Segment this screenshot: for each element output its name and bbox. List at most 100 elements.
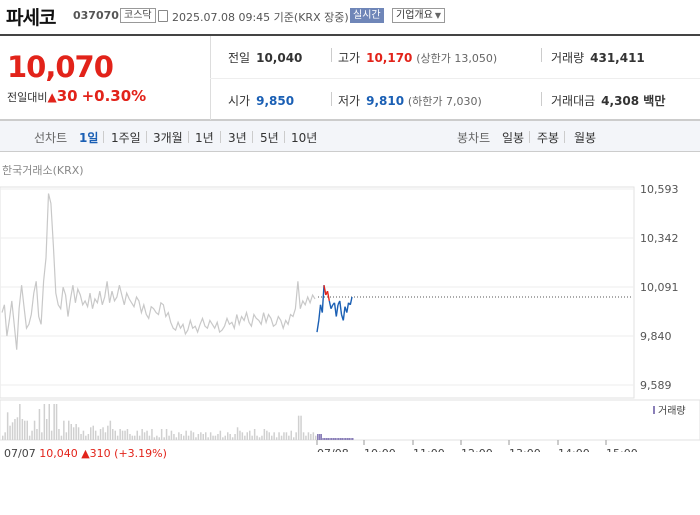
price-change: 전일대비▲30 +0.30% [7,87,146,105]
volume-bar [205,432,207,440]
volume-bar [124,430,126,440]
volume-bar [178,432,180,440]
volume-bar [153,437,156,440]
volume-bar [305,435,307,440]
line-chart-label: 선차트 [34,131,68,145]
divider [188,131,189,143]
volume-bar [107,425,109,440]
volume-bar [352,438,354,440]
volume-bar [251,435,253,440]
stat-low: 저가 9,810 (하한가 7,030) [338,92,482,109]
tab-3m[interactable]: 3개월 [153,131,183,145]
volume-bar [28,435,31,440]
stat-value: 431,411 [590,51,645,65]
volume-bar [90,427,92,440]
tab-10y[interactable]: 10년 [291,131,318,145]
volume-bar [246,432,248,440]
divider [541,48,542,62]
stat-value: 4,308 백만 [601,94,666,108]
divider [331,48,332,62]
divider [210,78,700,79]
volume-bar [285,432,288,440]
volume-bar [339,438,342,440]
volume-bar [33,420,36,440]
realtime-button[interactable]: 실시간 [350,8,384,23]
volume-bar [170,430,173,440]
volume-bar [31,430,33,440]
volume-bar [85,435,87,440]
tab-daily[interactable]: 일봉 [502,131,525,145]
stock-code: 037070 [73,9,119,22]
tab-weekly[interactable]: 주봉 [537,131,560,145]
divider [220,131,221,143]
volume-bar [104,432,107,440]
volume-bar [261,435,263,440]
volume-bar [318,434,321,440]
tab-1d[interactable]: 1일 [79,131,99,145]
volume-bar [197,434,200,440]
volume-bar [325,438,328,440]
price-segment [346,302,350,313]
volume-bar [302,432,305,440]
company-overview-button[interactable]: 기업개요 ▼ [392,8,445,23]
volume-bar [36,429,38,440]
volume-bar [207,437,209,440]
tab-monthly[interactable]: 월봉 [574,131,597,145]
x-tick-label: 10:00 [364,447,396,452]
stat-label: 고가 [338,51,361,65]
volume-bar [116,435,119,440]
volume-bar [256,435,258,440]
x-tick-label: 13:00 [509,447,541,452]
volume-bar [187,435,190,440]
volume-bar [146,430,148,440]
volume-bar [315,435,317,440]
y-tick-label: 9,840 [640,330,672,343]
price-segment [323,285,327,296]
volume-bar [14,419,16,440]
volume-bar [156,435,158,440]
divider [541,92,542,106]
volume-bar [16,417,19,440]
volume-bar [131,435,134,440]
tab-1y[interactable]: 1년 [195,131,214,145]
volume-bar [253,429,256,440]
volume-bar [192,432,195,440]
volume-bar [143,432,146,440]
volume-bar [273,432,275,440]
upper-limit: (상한가 13,050) [416,52,498,65]
volume-bar [158,437,160,440]
divider [284,131,285,143]
volume-bar [224,435,226,440]
volume-bar [82,430,85,440]
volume-bar [60,435,63,440]
x-tick-label: 15:00 [606,447,638,452]
up-triangle-icon: ▲ [81,447,90,460]
volume-bar [55,404,58,440]
volume-bar [227,432,229,440]
volume-bar [180,434,182,440]
prev-close-price: 10,040 [39,447,78,460]
y-axis-labels: 10,593 10,342 10,091 9,840 9,589 [640,183,679,392]
divider [146,131,147,143]
tab-1w[interactable]: 1주일 [111,131,141,145]
volume-bar [70,424,72,440]
chart-source: 한국거래소(KRX) [2,164,84,177]
volume-bar [19,404,21,440]
x-tick-label: 14:00 [558,447,590,452]
lower-limit: (하한가 7,030) [407,95,482,108]
volume-bars [2,404,354,440]
tab-3y[interactable]: 3년 [228,131,247,145]
volume-bar [327,438,329,440]
volume-bar [310,434,312,440]
volume-bar [109,420,112,440]
volume-bar [336,438,338,440]
volume-bar [148,435,151,440]
candle-chart-label: 봉차트 [457,131,491,145]
volume-bar [297,415,300,440]
volume-bar [341,438,343,440]
divider [331,92,332,106]
tab-5y[interactable]: 5년 [260,131,279,145]
current-price: 10,070 [7,50,114,84]
price-timestamp: 2025.07.08 09:45 기준(KRX 장중) [172,11,349,24]
volume-bar [320,434,322,440]
